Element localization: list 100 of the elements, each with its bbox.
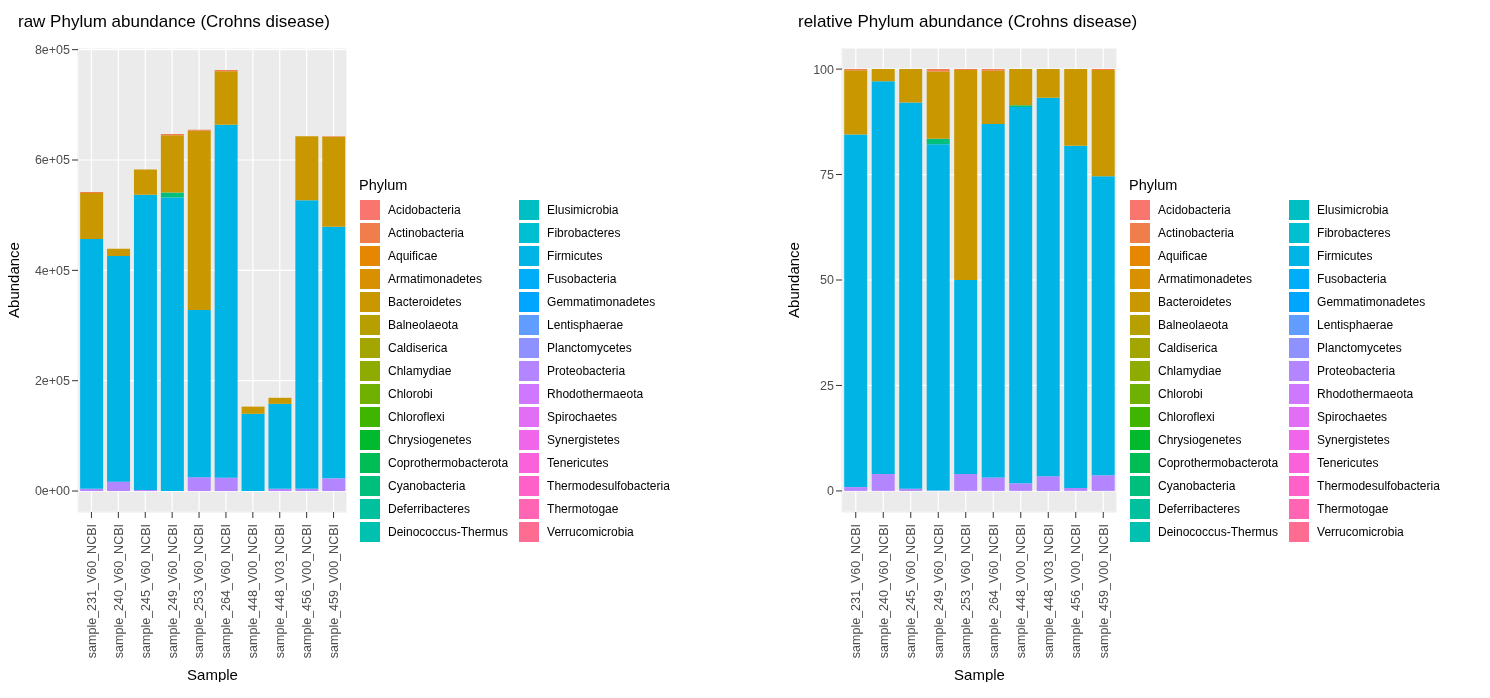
y-tick-label: 0e+00	[34, 484, 71, 499]
x-tick-label: sample_240_V60_NCBI	[876, 524, 891, 659]
x-tick-label: sample_456_V00_NCBI	[1069, 524, 1084, 659]
bar	[1091, 69, 1115, 177]
legend-label: Deinococcus-Thermus	[388, 525, 509, 539]
bar	[241, 413, 265, 492]
x-tick-label: sample_249_V60_NCBI	[931, 524, 946, 659]
legend-label: Spirochaetes	[547, 410, 618, 424]
legend-label: Actinobacteria	[1158, 226, 1235, 240]
y-tick-label: 6e+05	[34, 153, 71, 168]
y-tick-label: 100	[813, 62, 835, 77]
bar	[1036, 476, 1060, 491]
legend-label: Firmicutes	[1317, 249, 1373, 263]
legend-label: Fusobacteria	[1317, 272, 1387, 286]
bar	[80, 193, 104, 239]
legend-label: Fibrobacteres	[1317, 226, 1391, 240]
bar	[844, 134, 868, 488]
bar	[954, 280, 978, 475]
legend-label: Chloroflexi	[1158, 410, 1215, 424]
x-tick-label: sample_448_V00_NCBI	[1014, 524, 1029, 659]
legend-label: Acidobacteria	[388, 203, 461, 217]
y-axis-title: Abundance	[785, 242, 803, 318]
bar	[981, 477, 1005, 491]
x-tick-label: sample_231_V60_NCBI	[849, 524, 864, 659]
bar	[1009, 483, 1033, 491]
legend-label: Chlamydiae	[388, 364, 452, 378]
legend-label: Proteobacteria	[547, 364, 626, 378]
legend-label: Rhodothermaeota	[547, 387, 644, 401]
x-tick-label: sample_231_V60_NCBI	[84, 524, 99, 659]
bar	[133, 169, 157, 195]
bar	[160, 192, 184, 198]
bar	[160, 135, 184, 193]
bar	[187, 477, 211, 492]
y-tick-label: 25	[820, 378, 835, 393]
bar	[268, 488, 292, 492]
legend-label: Balneolaeota	[388, 318, 459, 332]
bar	[844, 70, 868, 135]
legend-label: Chrysiogenetes	[388, 433, 472, 447]
bar	[844, 487, 868, 491]
legend-label: Thermotogae	[547, 502, 619, 516]
bar	[899, 488, 923, 491]
legend-label: Deferribacteres	[388, 502, 471, 516]
x-tick-label: sample_249_V60_NCBI	[165, 524, 180, 659]
legend-title: Phylum	[359, 176, 409, 193]
y-tick-label: 50	[820, 273, 835, 288]
bar	[1091, 475, 1115, 491]
bar	[187, 310, 211, 478]
x-tick-label: sample_245_V60_NCBI	[904, 524, 919, 659]
legend-label: Planctomycetes	[547, 341, 632, 355]
bar	[268, 403, 292, 489]
y-tick-label: 0	[827, 484, 835, 499]
bar	[899, 69, 923, 103]
bar	[107, 481, 131, 492]
legend-label: Cyanobacteria	[388, 479, 466, 493]
legend-label: Deinococcus-Thermus	[1158, 525, 1279, 539]
chart-title: relative Phylum abundance (Crohns disease)	[798, 12, 1138, 32]
legend-label: Elusimicrobia	[547, 203, 619, 217]
bar	[981, 70, 1005, 124]
legend-label: Gemmatimonadetes	[1317, 295, 1426, 309]
x-tick-label: sample_448_V00_NCBI	[246, 524, 261, 659]
bar	[871, 81, 895, 475]
x-tick-label: sample_459_V00_NCBI	[1096, 524, 1111, 659]
bar	[1036, 69, 1060, 98]
legend-label: Verrucomicrobia	[547, 525, 634, 539]
bar	[926, 71, 950, 139]
bar	[1091, 176, 1115, 476]
legend-label: Firmicutes	[547, 249, 603, 263]
x-tick-label: sample_264_V60_NCBI	[986, 524, 1001, 659]
x-tick-label: sample_253_V60_NCBI	[959, 524, 974, 659]
bar	[1064, 145, 1088, 488]
legend-label: Chlorobi	[388, 387, 433, 401]
bar	[871, 69, 895, 82]
bar	[1064, 69, 1088, 146]
bar	[1064, 487, 1088, 491]
bar	[107, 256, 131, 482]
legend-label: Thermodesulfobacteria	[547, 479, 670, 493]
y-axis-title: Abundance	[5, 242, 23, 318]
bar	[268, 397, 292, 404]
legend-label: Fusobacteria	[547, 272, 617, 286]
bar	[1036, 97, 1060, 477]
legend-label: Rhodothermaeota	[1317, 387, 1414, 401]
bar	[954, 69, 978, 280]
bar	[322, 136, 346, 227]
x-tick-label: sample_448_V03_NCBI	[273, 524, 288, 659]
legend-label: Synergistetes	[1317, 433, 1390, 447]
bar	[871, 474, 895, 491]
legend-label: Thermodesulfobacteria	[1317, 479, 1440, 493]
legend-label: Caldiserica	[1158, 341, 1218, 355]
bar	[295, 200, 319, 489]
bar	[899, 102, 923, 489]
legend-title: Phylum	[1129, 176, 1179, 193]
legend-label: Cyanobacteria	[1158, 479, 1236, 493]
chart-title: raw Phylum abundance (Crohns disease)	[18, 12, 330, 32]
bar	[1009, 107, 1033, 484]
legend-label: Bacteroidetes	[388, 295, 462, 309]
x-tick-label: sample_459_V00_NCBI	[326, 524, 341, 659]
bar	[926, 138, 950, 145]
bar	[1009, 69, 1033, 106]
legend-label: Chloroflexi	[388, 410, 445, 424]
bar	[954, 474, 978, 491]
